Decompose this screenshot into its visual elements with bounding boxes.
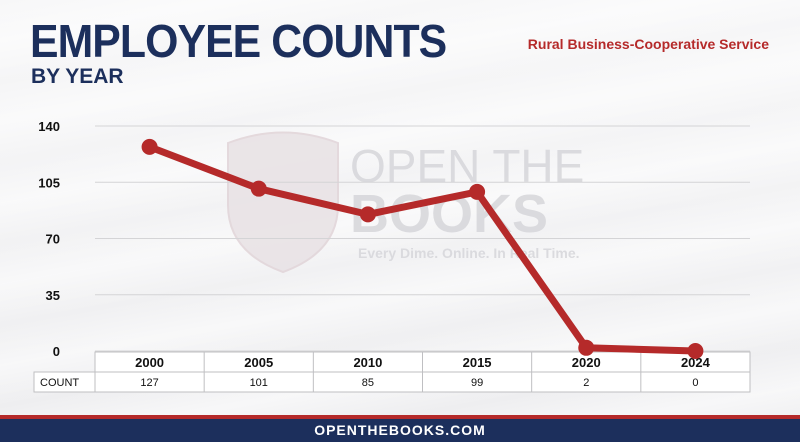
table-value: 2 [583,377,589,389]
data-point [250,180,267,197]
y-tick-label: 140 [38,119,60,134]
x-tick-label: 2010 [353,355,382,370]
page-subtitle: BY YEAR [31,65,124,88]
employee-count-chart: OPEN THE BOOKS Every Dime. Online. In Re… [33,119,751,393]
x-tick-label: 2020 [572,355,601,370]
data-point [687,343,704,359]
table-value: 99 [471,377,483,389]
x-tick-label: 2005 [244,355,273,370]
y-tick-label: 70 [46,232,60,247]
y-axis: 0 35 70 105 140 [38,119,60,359]
table-value: 101 [250,377,268,389]
y-tick-label: 35 [46,288,60,303]
data-point [469,183,486,200]
watermark: OPEN THE BOOKS Every Dime. Online. In Re… [227,131,584,274]
y-tick-label: 105 [38,175,60,190]
data-point [578,339,595,356]
x-tick-label: 2015 [463,355,492,370]
series-line-count [146,143,699,355]
watermark-tagline: Every Dime. Online. In Real Time. [358,245,580,261]
agency-name: Rural Business-Cooperative Service [527,36,769,52]
data-point [359,206,376,223]
y-tick-label: 0 [53,344,60,359]
data-table: COUNT 2000 127 2005 101 2010 85 2015 99 2020 2 2024… [33,351,751,393]
x-tick-label: 2024 [681,355,711,370]
table-value: 0 [692,377,698,389]
chart-series [141,138,704,359]
x-tick-label: 2000 [135,355,164,370]
page-title: EMPLOYEE COUNTS [30,15,447,67]
table-row-label: COUNT [40,377,79,389]
table-value: 85 [362,377,374,389]
table-value: 127 [140,377,158,389]
watermark-shield-icon [227,131,339,274]
footer-site[interactable]: OPENTHEBOOKS.COM [0,415,800,442]
data-point [141,138,158,155]
watermark-line1: OPEN THE [350,140,584,192]
